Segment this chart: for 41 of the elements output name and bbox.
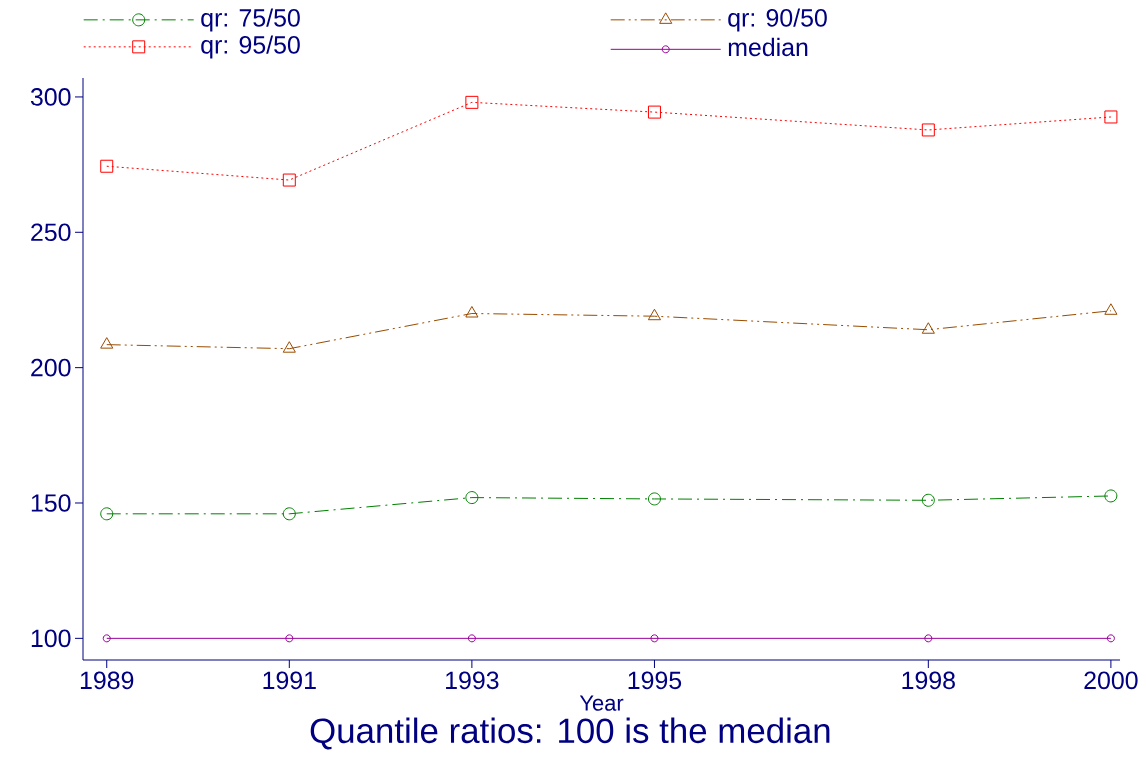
point xyxy=(100,159,114,173)
x-tick-label: 1995 xyxy=(628,671,682,690)
y-tick-label: 250 xyxy=(31,223,71,242)
point xyxy=(647,105,661,119)
point xyxy=(1104,303,1118,315)
point xyxy=(465,95,479,109)
legend-label: qr: 95/50 xyxy=(201,35,300,59)
y-tick-label: 300 xyxy=(30,88,71,106)
point xyxy=(100,337,114,349)
x-tick-label: 1991 xyxy=(263,671,316,690)
point xyxy=(465,306,479,318)
y-tick-label: 100 xyxy=(31,629,71,648)
y-tick-label: 200 xyxy=(31,358,71,377)
point xyxy=(282,173,296,187)
point xyxy=(647,308,662,321)
x-axis-title: Year xyxy=(579,695,624,711)
y-tick-label: 150 xyxy=(31,494,71,512)
point xyxy=(465,491,479,505)
legend-label: median xyxy=(728,37,808,57)
x-tick-label: 2000 xyxy=(1084,671,1138,690)
x-tick-label: 1989 xyxy=(80,671,134,690)
text: Quantile ratios: 100 is the median xyxy=(310,717,830,750)
point xyxy=(921,322,935,334)
point xyxy=(921,493,935,507)
point xyxy=(924,634,933,643)
point xyxy=(650,634,659,643)
point xyxy=(647,492,661,506)
point xyxy=(282,341,296,353)
legend-label: qr: 90/50 xyxy=(728,8,827,32)
point xyxy=(100,507,114,521)
point xyxy=(921,123,935,137)
point xyxy=(1104,489,1118,503)
legend-label: qr: 75/50 xyxy=(201,8,300,32)
point xyxy=(1104,110,1118,124)
point xyxy=(102,634,111,643)
point xyxy=(285,634,294,643)
point xyxy=(467,634,476,643)
x-tick-label: 1993 xyxy=(446,671,499,690)
x-tick-label: 1998 xyxy=(902,671,955,690)
point xyxy=(282,507,296,521)
point xyxy=(1106,634,1115,643)
